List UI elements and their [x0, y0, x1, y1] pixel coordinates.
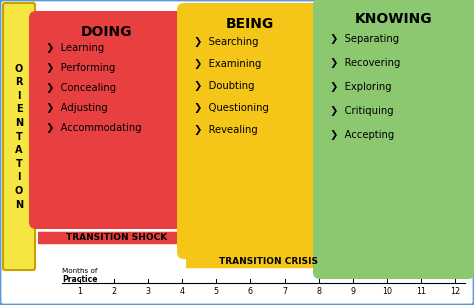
- Text: ❯  Accepting: ❯ Accepting: [330, 130, 394, 140]
- Text: 1: 1: [78, 286, 82, 296]
- Text: ❯  Examining: ❯ Examining: [194, 59, 261, 69]
- FancyBboxPatch shape: [313, 0, 474, 279]
- Text: ❯  Separating: ❯ Separating: [330, 34, 399, 44]
- Text: 10: 10: [382, 286, 392, 296]
- Text: ❯  Accommodating: ❯ Accommodating: [46, 123, 142, 133]
- Polygon shape: [186, 250, 390, 274]
- Text: Practice: Practice: [62, 274, 98, 284]
- Text: 9: 9: [350, 286, 356, 296]
- Text: ❯  Critiquing: ❯ Critiquing: [330, 106, 393, 116]
- Text: DOING: DOING: [81, 25, 133, 39]
- Text: BEING: BEING: [225, 17, 273, 31]
- Text: 11: 11: [416, 286, 426, 296]
- Text: ❯  Questioning: ❯ Questioning: [194, 103, 269, 113]
- Text: ❯  Exploring: ❯ Exploring: [330, 82, 392, 92]
- Text: ❯  Recovering: ❯ Recovering: [330, 58, 401, 68]
- Text: 6: 6: [248, 286, 253, 296]
- Text: O
R
I
E
N
T
A
T
I
O
N: O R I E N T A T I O N: [15, 63, 23, 210]
- Text: Months of: Months of: [62, 268, 97, 274]
- Text: 2: 2: [111, 286, 117, 296]
- Text: TRANSITION CRISIS: TRANSITION CRISIS: [219, 257, 319, 267]
- Text: 3: 3: [146, 286, 151, 296]
- Text: ❯  Learning: ❯ Learning: [46, 43, 104, 53]
- Text: TRANSITION SHOCK: TRANSITION SHOCK: [66, 234, 167, 242]
- Text: 8: 8: [316, 286, 321, 296]
- Text: ❯  Adjusting: ❯ Adjusting: [46, 103, 108, 113]
- Text: ❯  Performing: ❯ Performing: [46, 63, 115, 73]
- Text: 7: 7: [282, 286, 287, 296]
- Text: 12: 12: [450, 286, 460, 296]
- Text: ❯  Doubting: ❯ Doubting: [194, 81, 255, 91]
- Text: 5: 5: [214, 286, 219, 296]
- Polygon shape: [38, 226, 232, 250]
- FancyBboxPatch shape: [29, 11, 185, 229]
- Text: KNOWING: KNOWING: [355, 12, 433, 26]
- Text: 4: 4: [180, 286, 185, 296]
- FancyBboxPatch shape: [3, 3, 35, 270]
- Text: ❯  Revealing: ❯ Revealing: [194, 125, 258, 135]
- Text: ❯  Searching: ❯ Searching: [194, 37, 258, 47]
- FancyBboxPatch shape: [177, 3, 322, 259]
- Text: ❯  Concealing: ❯ Concealing: [46, 83, 116, 93]
